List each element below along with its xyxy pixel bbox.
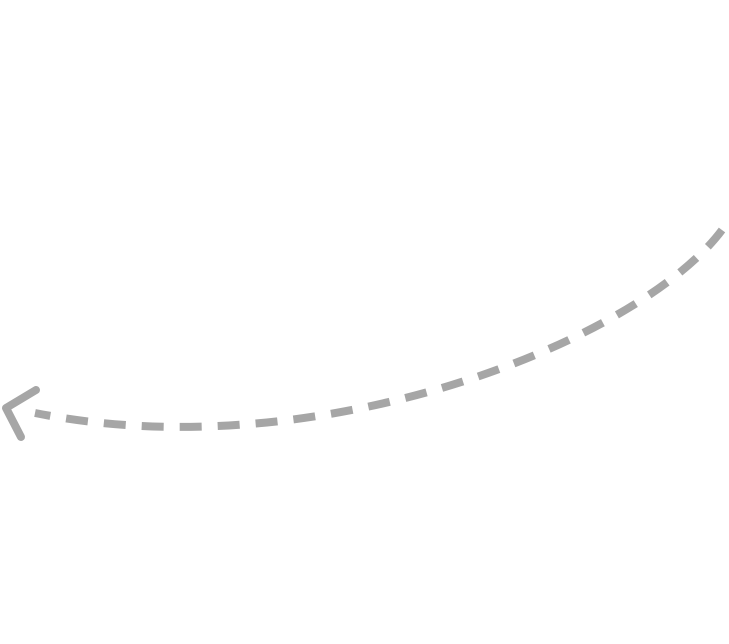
dashed-arrow-shaft <box>34 227 726 431</box>
arrow-head-icon <box>2 386 40 441</box>
